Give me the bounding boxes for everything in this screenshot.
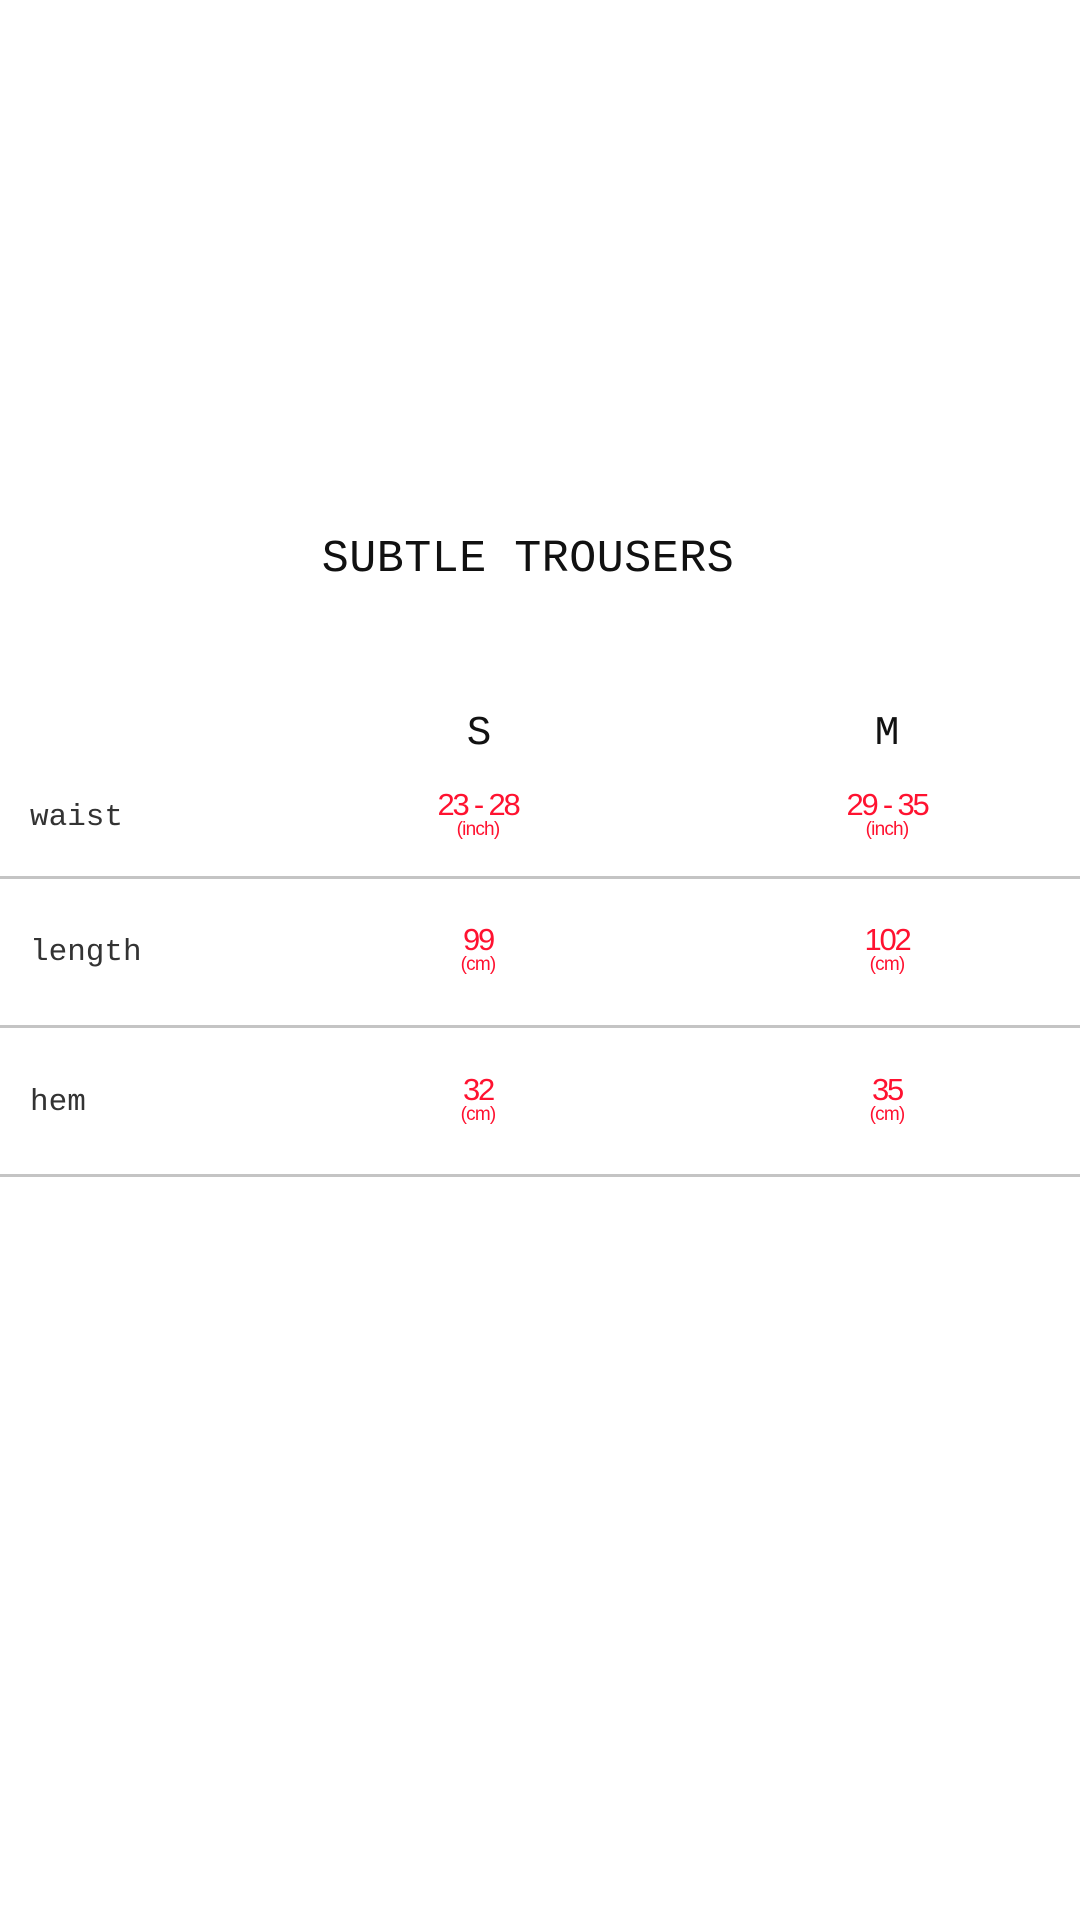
cell-waist-m: 29 - 35 (inch): [787, 787, 987, 840]
row-label-waist: waist: [30, 800, 124, 835]
cell-length-m: 102 (cm): [787, 922, 987, 975]
row-label-hem: hem: [30, 1085, 86, 1120]
cell-waist-s: 23 - 28 (inch): [378, 787, 578, 840]
cell-length-s: 99 (cm): [378, 922, 578, 975]
cell-value: 23 - 28: [437, 787, 520, 822]
cell-value: 29 - 35: [846, 787, 929, 822]
cell-value: 102: [864, 922, 911, 957]
row-divider: [0, 1174, 1080, 1177]
row-divider: [0, 1025, 1080, 1028]
cell-unit: (inch): [865, 819, 910, 840]
cell-value: 35: [871, 1072, 904, 1107]
page-title: SUBTLE TROUSERS: [321, 534, 735, 585]
table-row-waist: waist 23 - 28 (inch) 29 - 35 (inch): [0, 787, 1080, 880]
table-row-hem: hem 32 (cm) 35 (cm): [0, 1072, 1080, 1165]
cell-unit: (cm): [869, 954, 906, 975]
size-header-m: M: [874, 711, 900, 757]
cell-hem-s: 32 (cm): [378, 1072, 578, 1125]
cell-value: 99: [462, 922, 495, 957]
cell-unit: (cm): [460, 1104, 497, 1125]
cell-unit: (cm): [869, 1104, 906, 1125]
cell-value: 32: [462, 1072, 495, 1107]
size-header-s: S: [466, 711, 492, 757]
row-divider: [0, 876, 1080, 879]
cell-unit: (inch): [456, 819, 501, 840]
row-label-length: length: [30, 935, 142, 970]
cell-hem-m: 35 (cm): [787, 1072, 987, 1125]
cell-unit: (cm): [460, 954, 497, 975]
table-row-length: length 99 (cm) 102 (cm): [0, 922, 1080, 1015]
